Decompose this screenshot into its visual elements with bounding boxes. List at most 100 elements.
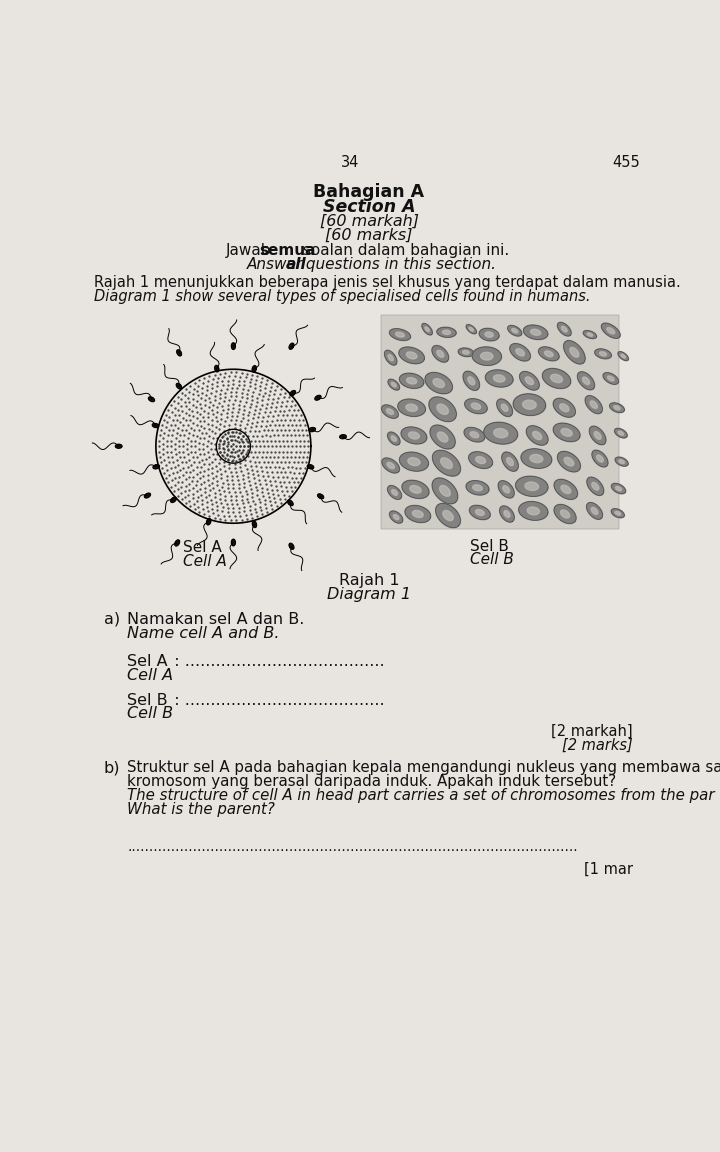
Polygon shape (382, 458, 400, 473)
Polygon shape (432, 346, 449, 362)
Text: Rajah 1: Rajah 1 (338, 574, 400, 589)
Polygon shape (388, 355, 393, 361)
Polygon shape (437, 350, 444, 357)
Polygon shape (583, 331, 597, 339)
Polygon shape (171, 498, 176, 502)
Polygon shape (176, 384, 181, 389)
Polygon shape (507, 457, 513, 465)
Polygon shape (464, 399, 487, 414)
Text: Namakan sel A dan B.: Namakan sel A dan B. (127, 612, 305, 627)
Text: : .......................................: : ......................................… (164, 654, 385, 669)
Polygon shape (561, 485, 571, 493)
Polygon shape (539, 347, 559, 361)
Polygon shape (526, 377, 534, 385)
Polygon shape (616, 486, 621, 491)
Polygon shape (582, 377, 590, 385)
Polygon shape (458, 348, 474, 357)
Text: Cell B: Cell B (127, 706, 174, 721)
Polygon shape (430, 425, 455, 449)
Polygon shape (402, 480, 429, 499)
Polygon shape (592, 450, 608, 467)
Polygon shape (176, 350, 181, 356)
Polygon shape (592, 483, 599, 490)
Polygon shape (288, 500, 293, 506)
Polygon shape (587, 333, 593, 336)
Polygon shape (401, 427, 427, 444)
Polygon shape (607, 327, 615, 334)
Text: 34: 34 (341, 156, 359, 170)
Polygon shape (512, 328, 518, 333)
Text: Cell B: Cell B (469, 553, 513, 568)
Polygon shape (387, 432, 400, 445)
Polygon shape (466, 325, 477, 334)
Polygon shape (561, 429, 572, 437)
Text: Sel B: Sel B (127, 692, 168, 707)
Polygon shape (382, 404, 398, 418)
Polygon shape (388, 379, 400, 391)
Text: Cell A: Cell A (127, 668, 174, 683)
Polygon shape (531, 329, 541, 335)
Polygon shape (315, 395, 321, 400)
Polygon shape (481, 353, 493, 361)
Polygon shape (318, 494, 324, 499)
Polygon shape (437, 327, 456, 338)
Polygon shape (562, 326, 567, 332)
Polygon shape (441, 457, 452, 469)
Polygon shape (464, 427, 485, 442)
Polygon shape (425, 327, 429, 332)
Polygon shape (413, 510, 423, 517)
Polygon shape (621, 355, 626, 358)
Polygon shape (518, 501, 548, 521)
Polygon shape (521, 449, 552, 469)
Polygon shape (560, 510, 570, 518)
Polygon shape (553, 423, 580, 441)
Text: Rajah 1 menunjukkan beberapa jenis sel khusus yang terdapat dalam manusia.: Rajah 1 menunjukkan beberapa jenis sel k… (94, 275, 680, 290)
Polygon shape (153, 424, 158, 427)
Polygon shape (307, 464, 314, 469)
Polygon shape (392, 490, 397, 495)
Polygon shape (587, 502, 603, 520)
Polygon shape (585, 395, 603, 414)
Polygon shape (526, 426, 548, 445)
Polygon shape (502, 452, 518, 471)
Polygon shape (406, 351, 417, 359)
Polygon shape (436, 503, 461, 528)
Polygon shape (493, 374, 505, 382)
Polygon shape (231, 539, 235, 546)
Polygon shape (231, 343, 235, 349)
Polygon shape (440, 485, 450, 497)
Polygon shape (422, 324, 432, 335)
Polygon shape (603, 372, 618, 385)
Polygon shape (432, 478, 458, 503)
Polygon shape (577, 372, 595, 389)
Polygon shape (387, 485, 402, 499)
Polygon shape (557, 323, 571, 336)
Text: Cell A: Cell A (183, 554, 227, 569)
Polygon shape (469, 452, 492, 469)
Polygon shape (498, 480, 514, 498)
Text: Sel A: Sel A (127, 654, 168, 669)
Polygon shape (153, 464, 160, 469)
Polygon shape (500, 506, 514, 522)
Text: Bahagian A: Bahagian A (313, 183, 425, 200)
Polygon shape (395, 332, 405, 338)
Polygon shape (484, 423, 518, 444)
Polygon shape (115, 445, 122, 448)
Text: Answer: Answer (246, 257, 307, 272)
Polygon shape (497, 399, 513, 417)
Polygon shape (207, 518, 211, 525)
Polygon shape (614, 406, 620, 410)
Text: [2 marks]: [2 marks] (562, 737, 632, 752)
Polygon shape (559, 403, 569, 411)
Polygon shape (410, 485, 421, 493)
Polygon shape (551, 374, 562, 382)
Text: [60 marks]: [60 marks] (325, 228, 413, 243)
Text: Name cell A and B.: Name cell A and B. (127, 626, 279, 641)
Polygon shape (516, 476, 548, 497)
Text: questions in this section.: questions in this section. (301, 257, 496, 272)
Polygon shape (557, 452, 580, 472)
Polygon shape (425, 372, 452, 394)
Polygon shape (513, 394, 546, 416)
Polygon shape (527, 507, 539, 515)
Polygon shape (530, 454, 543, 463)
